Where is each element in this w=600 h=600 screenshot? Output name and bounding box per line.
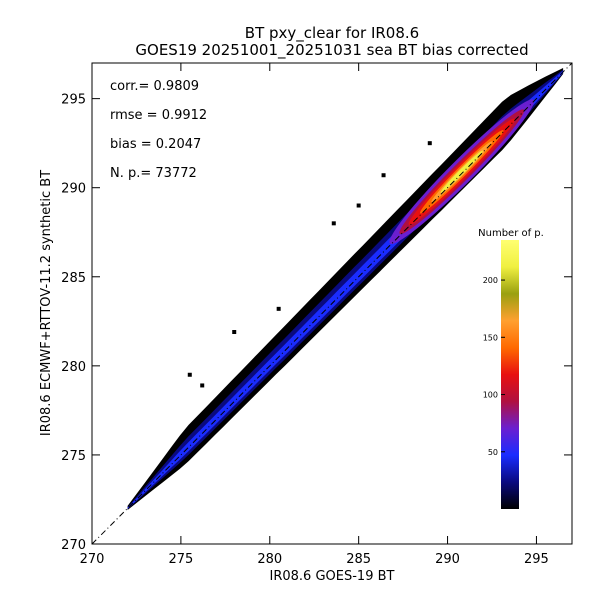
colorbar-tick-label: 150 (483, 333, 498, 342)
x-tick-label: 270 (80, 552, 105, 567)
density-cloud (127, 68, 564, 510)
y-axis: 270 275 280 285 290 295 (61, 93, 572, 553)
stat-value: 0.9912 (162, 108, 208, 123)
colorbar-tick-label: 100 (483, 391, 498, 400)
stat-label: bias = (110, 137, 156, 152)
stat-value: 0.9809 (154, 79, 200, 94)
stat-line: N. p.= 73772 (110, 166, 197, 181)
outlier-speck (187, 372, 192, 377)
one-to-one-line (92, 63, 572, 544)
stat-label: corr.= (110, 79, 154, 94)
y-tick-label: 290 (61, 182, 86, 197)
outlier-speck (331, 221, 336, 226)
colorbar-label: Number of p. (478, 228, 544, 239)
x-tick-label: 275 (168, 552, 193, 567)
outlier-speck (427, 141, 432, 146)
outlier-speck (200, 383, 205, 388)
colorbar-ticks: 50 100 150 200 (483, 276, 505, 457)
colorbar-tick-label: 200 (483, 276, 498, 285)
x-tick-label: 290 (435, 552, 460, 567)
colorbar-gradient (501, 240, 519, 509)
stat-label: N. p.= (110, 166, 155, 181)
y-tick-label: 285 (61, 271, 86, 286)
stat-label: rmse = (110, 108, 162, 123)
x-tick-label: 280 (257, 552, 282, 567)
x-tick-label: 295 (524, 552, 549, 567)
stat-line: corr.= 0.9809 (110, 79, 199, 94)
plot-frame (91, 62, 573, 545)
stat-value: 0.2047 (156, 137, 202, 152)
y-tick-label: 275 (61, 449, 86, 464)
y-tick-label: 270 (61, 538, 86, 553)
outlier-speck (381, 173, 386, 178)
colorbar: Number of p. 50 100 150 200 (478, 228, 544, 509)
y-tick-label: 280 (61, 360, 86, 375)
colorbar-tick-label: 50 (488, 448, 498, 457)
stat-line: bias = 0.2047 (110, 137, 201, 152)
density-core-5 (440, 150, 484, 193)
outlier-speck (356, 203, 361, 208)
outlier-speck (276, 306, 281, 311)
x-tick-label: 285 (346, 552, 371, 567)
chart-subtitle: GOES19 20251001_20251031 sea BT bias cor… (135, 41, 528, 60)
y-axis-label: IR08.6 ECMWF+RTTOV-11.2 synthetic BT (39, 170, 54, 436)
y-tick-label: 295 (61, 93, 86, 108)
stat-line: rmse = 0.9912 (110, 108, 207, 123)
outlier-speck (232, 330, 237, 335)
stat-value: 73772 (155, 166, 196, 181)
chart-title: BT pxy_clear for IR08.6 (245, 24, 419, 43)
x-axis: 270 275 280 285 290 295 (80, 63, 549, 567)
x-axis-label: IR08.6 GOES-19 BT (270, 569, 395, 584)
